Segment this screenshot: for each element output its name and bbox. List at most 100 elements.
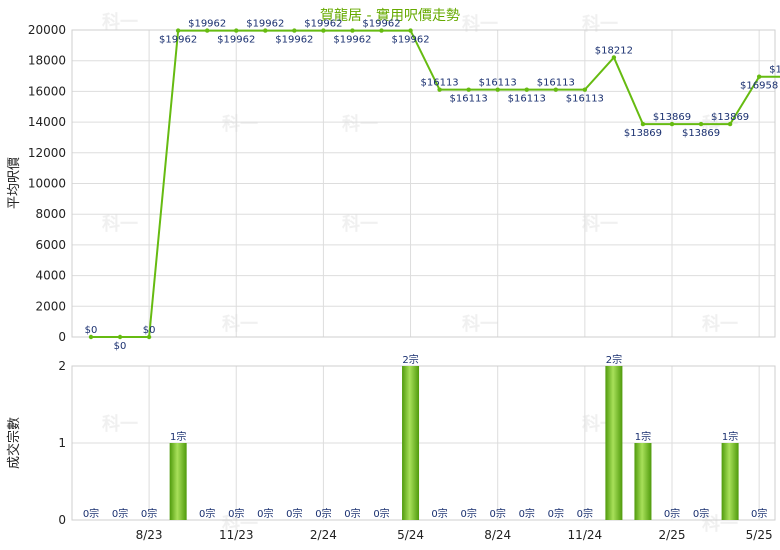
price-data-label: $16113 [508, 94, 546, 105]
price-y-tick-label: 20000 [28, 23, 66, 37]
price-point [88, 334, 94, 340]
price-data-label: $13869 [711, 112, 749, 123]
count-data-label: 0宗 [693, 507, 709, 520]
x-tick-label: 11/24 [568, 528, 603, 542]
price-y-tick-label: 8000 [35, 207, 66, 221]
price-point [524, 87, 529, 92]
price-data-label: $19962 [159, 35, 197, 46]
price-data-label: $16113 [537, 78, 575, 89]
price-point [495, 87, 500, 92]
price-data-label: $16113 [421, 78, 459, 89]
price-data-label: $13869 [682, 128, 720, 139]
price-data-label: $13869 [653, 112, 691, 123]
count-y-axis-title: 成交宗數 [6, 417, 22, 469]
x-tick-label: 11/23 [219, 528, 254, 542]
count-data-label: 0宗 [344, 507, 360, 520]
price-point [553, 87, 558, 92]
count-data-label: 0宗 [548, 507, 564, 520]
watermark-text: 科一 [342, 213, 378, 235]
count-bar [634, 443, 652, 520]
count-series: 0宗 0宗 0宗 1宗 0宗 0宗 0宗 0宗 0宗 0宗 0宗 2宗 0宗 0宗 0宗 0宗 0宗 0宗 2宗 1宗… [83, 353, 767, 520]
watermark-text: 科一 [702, 313, 738, 335]
count-data-label: 0宗 [431, 507, 447, 520]
count-data-label: 0宗 [460, 507, 476, 520]
price-point [466, 87, 471, 92]
price-y-tick-label: 6000 [35, 238, 66, 252]
count-data-label: 0宗 [199, 507, 215, 520]
count-data-label: 0宗 [664, 507, 680, 520]
count-data-label: 0宗 [315, 507, 331, 520]
price-data-label: $16113 [566, 94, 604, 105]
price-point [582, 87, 588, 92]
price-y-tick-label: 10000 [28, 177, 66, 191]
x-tick-label: 5/25 [746, 528, 773, 542]
price-data-label: $19962 [188, 19, 226, 30]
watermark-text: 科一 [222, 113, 258, 135]
count-y-tick-label: 1 [58, 436, 66, 450]
watermark-text: 科一 [462, 313, 498, 335]
price-point [205, 28, 210, 33]
count-data-label: 0宗 [112, 507, 128, 520]
price-point [727, 121, 733, 127]
watermark-text: 科一 [102, 11, 138, 33]
count-y-tick-label: 0 [58, 513, 66, 527]
price-y-tick-label: 0 [58, 330, 66, 344]
price-y-tick-label: 16000 [28, 84, 66, 98]
x-tick-label: 8/24 [484, 528, 511, 542]
count-bar [605, 366, 623, 520]
price-point [698, 121, 704, 127]
price-point [146, 334, 152, 340]
count-plot-frame [71, 365, 776, 521]
price-point [669, 121, 675, 127]
watermark-text: 科一 [582, 13, 618, 35]
x-axis: 8/23 11/23 2/24 5/24 8/24 11/24 2/25 5/25 [136, 528, 773, 542]
count-data-label: 0宗 [577, 507, 593, 520]
x-tick-label: 8/23 [136, 528, 163, 542]
count-data-label: 0宗 [83, 507, 99, 520]
price-data-label: $19962 [362, 19, 400, 30]
count-data-label: 0宗 [286, 507, 302, 520]
count-bar [402, 366, 420, 520]
price-data-label: $19962 [304, 19, 342, 30]
x-tick-label: 5/24 [397, 528, 424, 542]
count-y-tick-label: 2 [58, 359, 66, 373]
price-point [756, 74, 762, 79]
count-y-axis: 0 1 2 [58, 359, 66, 527]
price-point [292, 28, 297, 33]
price-y-axis-title: 平均呎價 [7, 157, 22, 209]
watermark-text: 科一 [102, 213, 138, 235]
price-data-label: $19962 [246, 19, 284, 30]
price-point [175, 28, 181, 33]
price-data-label: $0 [143, 325, 156, 336]
count-data-label: 1宗 [722, 430, 738, 443]
count-data-label: 0宗 [751, 507, 767, 520]
price-data-label: $16958 [769, 65, 780, 76]
price-point [611, 55, 617, 60]
price-y-tick-label: 4000 [35, 269, 66, 283]
price-data-label: $16958 [740, 81, 778, 92]
price-data-label: $16113 [479, 78, 517, 89]
price-point [640, 121, 646, 127]
count-data-label: 0宗 [373, 507, 389, 520]
price-y-tick-label: 12000 [28, 146, 66, 160]
price-point [234, 28, 239, 33]
count-data-label: 0宗 [228, 507, 244, 520]
x-tick-label: 2/24 [310, 528, 337, 542]
watermark-text: 科一 [222, 313, 258, 335]
price-point [321, 28, 326, 33]
count-bar [721, 443, 739, 520]
price-point [437, 87, 442, 92]
watermark-text: 科一 [582, 213, 618, 235]
price-data-label: $18212 [595, 45, 633, 56]
price-series: $0 $0 $0 $19962 $19962 $19962 $19962 $19962 $199… [85, 19, 780, 352]
price-point [408, 28, 413, 33]
price-point [263, 28, 268, 33]
count-data-label: 1宗 [170, 430, 186, 443]
price-data-label: $0 [114, 341, 127, 352]
price-data-label: $16113 [450, 94, 488, 105]
price-data-label: $0 [85, 325, 98, 336]
x-tick-label: 2/25 [659, 528, 686, 542]
watermark-text: 科一 [462, 13, 498, 35]
count-data-label: 2宗 [606, 353, 622, 366]
